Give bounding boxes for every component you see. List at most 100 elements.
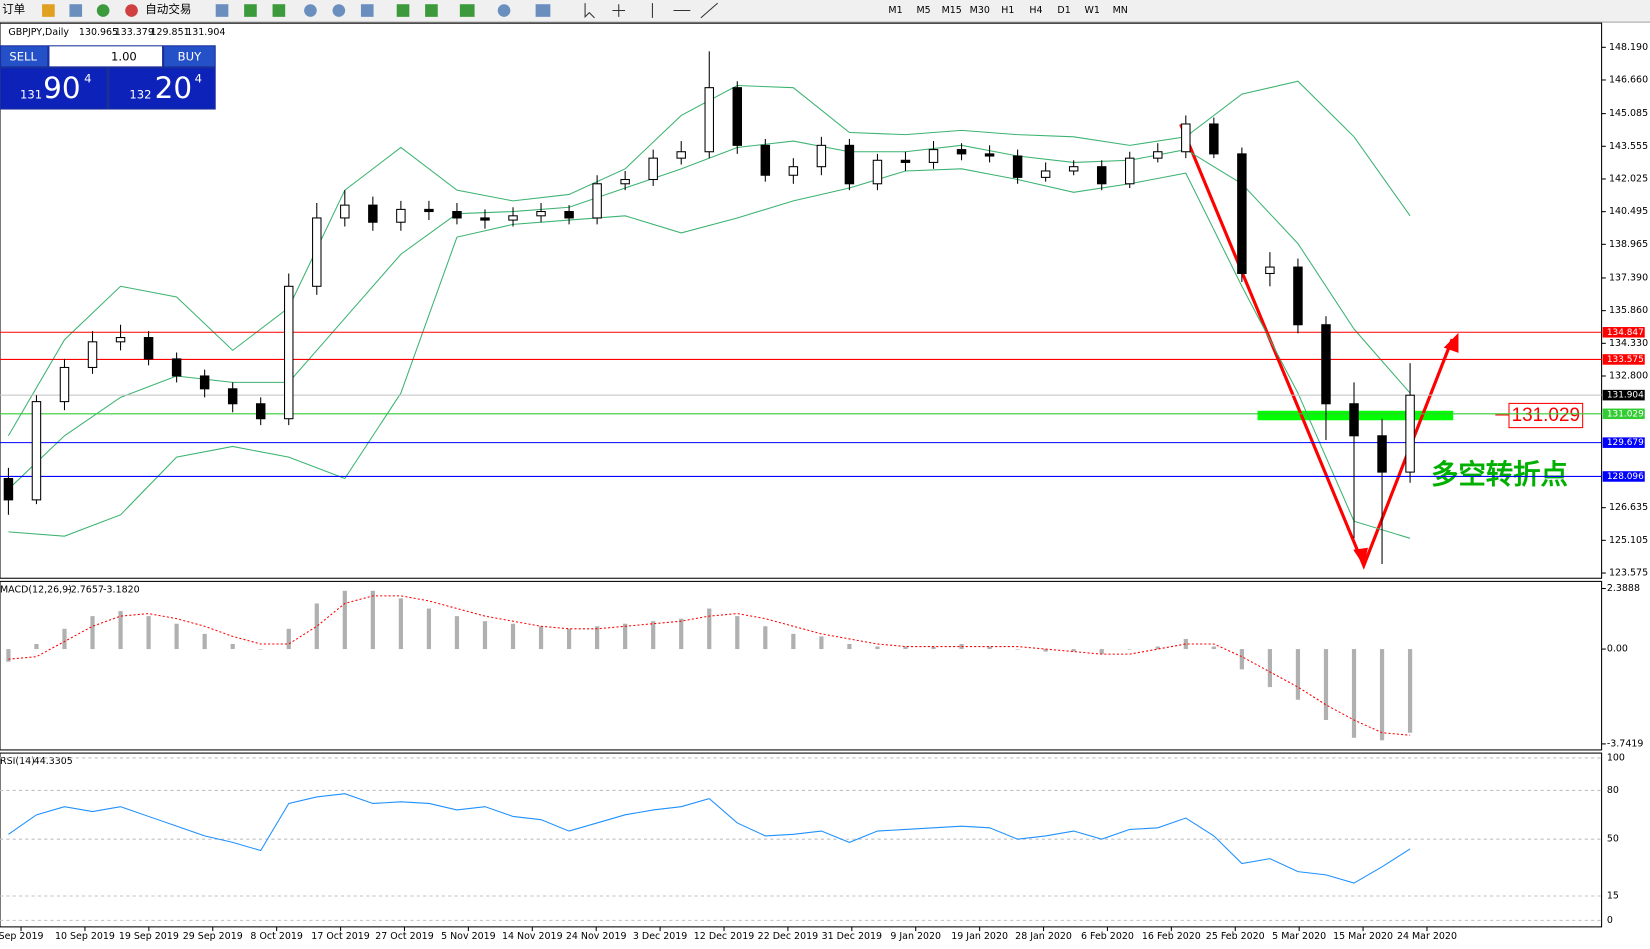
timeframe-button[interactable]: W1 — [1084, 5, 1099, 16]
candle-body — [255, 403, 266, 420]
icon[interactable] — [96, 4, 110, 17]
candle-body — [368, 204, 378, 223]
macd-histogram-bar — [651, 621, 656, 650]
macd-histogram-bar — [314, 603, 319, 650]
macd-histogram-bar — [370, 590, 375, 650]
icon[interactable] — [612, 4, 626, 17]
icon[interactable] — [244, 4, 257, 17]
toolbar — [0, 0, 1650, 23]
icon[interactable] — [459, 4, 475, 17]
candle-body — [227, 388, 238, 405]
icon[interactable] — [396, 4, 410, 17]
lot-input[interactable] — [49, 46, 163, 67]
candle-body — [648, 157, 658, 181]
level-price-label: 134.847 — [1607, 328, 1644, 338]
candle-body — [1265, 266, 1275, 275]
candle-body — [536, 211, 546, 217]
candle-body — [564, 211, 574, 219]
icon[interactable] — [272, 4, 286, 17]
level-price-tag — [1602, 471, 1645, 482]
icon[interactable] — [651, 2, 719, 19]
macd-histogram-bar — [566, 628, 572, 650]
icon[interactable] — [497, 4, 511, 17]
macd-histogram-bar — [791, 633, 796, 650]
icon[interactable] — [42, 4, 55, 17]
candle-body — [1068, 166, 1079, 172]
timeframe-button[interactable]: M1 — [888, 5, 902, 16]
timeframe-button[interactable]: H1 — [1001, 5, 1014, 16]
y-tick-label: 140.495 — [1609, 206, 1648, 217]
macd-histogram-bar — [623, 623, 628, 650]
candle-body — [312, 217, 322, 287]
icon[interactable] — [125, 4, 138, 17]
macd-histogram-bar — [230, 644, 235, 650]
sell-price-box[interactable] — [1, 68, 107, 109]
main-pane — [0, 22, 1603, 579]
rsi-y-tick-label: 15 — [1607, 891, 1619, 902]
macd-histogram-bar — [875, 646, 880, 650]
candle-body — [704, 87, 714, 153]
icon[interactable] — [535, 4, 551, 17]
macd-histogram-bar — [987, 646, 992, 650]
macd-histogram-bar — [1127, 649, 1132, 650]
timeframe-button[interactable]: M5 — [917, 5, 931, 16]
timeframe-button[interactable]: M15 — [942, 5, 962, 16]
macd-signal-line — [8, 595, 1411, 736]
x-tick-label: 10 Sep 2019 — [55, 931, 115, 942]
buy-button[interactable] — [164, 46, 215, 67]
buy-label: BUY — [178, 49, 202, 63]
macd-histogram-bar — [146, 616, 151, 650]
toolbar-item[interactable]: 订单 — [2, 2, 25, 16]
macd-histogram-bar — [1183, 638, 1188, 650]
toolbar-item[interactable]: 自动交易 — [145, 2, 191, 16]
candle-body — [900, 159, 911, 163]
rsi-pane — [0, 752, 1603, 928]
sell-label: SELL — [9, 49, 37, 63]
timeframe-button[interactable]: MN — [1113, 5, 1128, 16]
candle-body — [59, 366, 70, 403]
icon[interactable] — [425, 4, 438, 17]
y-tick-label: 142.025 — [1609, 173, 1648, 184]
timeframe-button[interactable]: D1 — [1057, 5, 1070, 16]
candle-body — [1405, 394, 1415, 473]
icon[interactable] — [69, 4, 83, 17]
x-tick-label: 25 Feb 2020 — [1206, 931, 1265, 942]
macd-histogram-bar — [34, 644, 39, 650]
macd-histogram-bar — [595, 626, 600, 650]
x-tick-label: 9 Jan 2020 — [890, 931, 941, 942]
candle-body — [1125, 157, 1135, 185]
macd-main-value: -2.7657 — [67, 584, 104, 595]
macd-histogram-bar — [1071, 649, 1076, 652]
x-tick-label: 24 Mar 2020 — [1397, 931, 1457, 942]
candle-body — [284, 285, 294, 420]
icon[interactable] — [304, 4, 317, 17]
rsi-y-tick-label: 0 — [1607, 915, 1613, 926]
x-tick-label: 19 Sep 2019 — [119, 931, 179, 942]
icon[interactable] — [332, 4, 346, 17]
one-click-trading: SELL 1.00 BUY 131 90 4 132 20 4 — [0, 45, 216, 110]
macd-histogram-bar — [1155, 646, 1160, 650]
icon[interactable] — [215, 4, 229, 17]
y-tick-label: 125.105 — [1609, 535, 1648, 546]
macd-histogram-bar — [1295, 649, 1301, 700]
timeframe-button[interactable]: H4 — [1029, 5, 1042, 16]
icon[interactable] — [584, 3, 595, 19]
candle-body — [508, 215, 518, 221]
candle-body — [1293, 266, 1303, 326]
lot-value: 1.00 — [111, 49, 137, 63]
sell-button[interactable] — [1, 46, 48, 67]
icon[interactable] — [360, 4, 374, 17]
macd-histogram-bar — [174, 623, 179, 650]
x-tick-label: 5 Mar 2020 — [1272, 931, 1326, 942]
candle-body — [872, 159, 883, 185]
macd-histogram-bar — [342, 590, 347, 650]
candle-body — [1349, 403, 1359, 437]
ohlc-value: 129.851 — [150, 27, 189, 38]
timeframe-button[interactable]: M30 — [970, 5, 990, 16]
x-tick-label: 3 Dec 2019 — [633, 931, 687, 942]
candle-body — [1040, 170, 1051, 178]
macd-histogram-bar — [510, 623, 516, 650]
macd-histogram-bar — [118, 611, 123, 650]
buy-price-box[interactable] — [109, 68, 215, 109]
